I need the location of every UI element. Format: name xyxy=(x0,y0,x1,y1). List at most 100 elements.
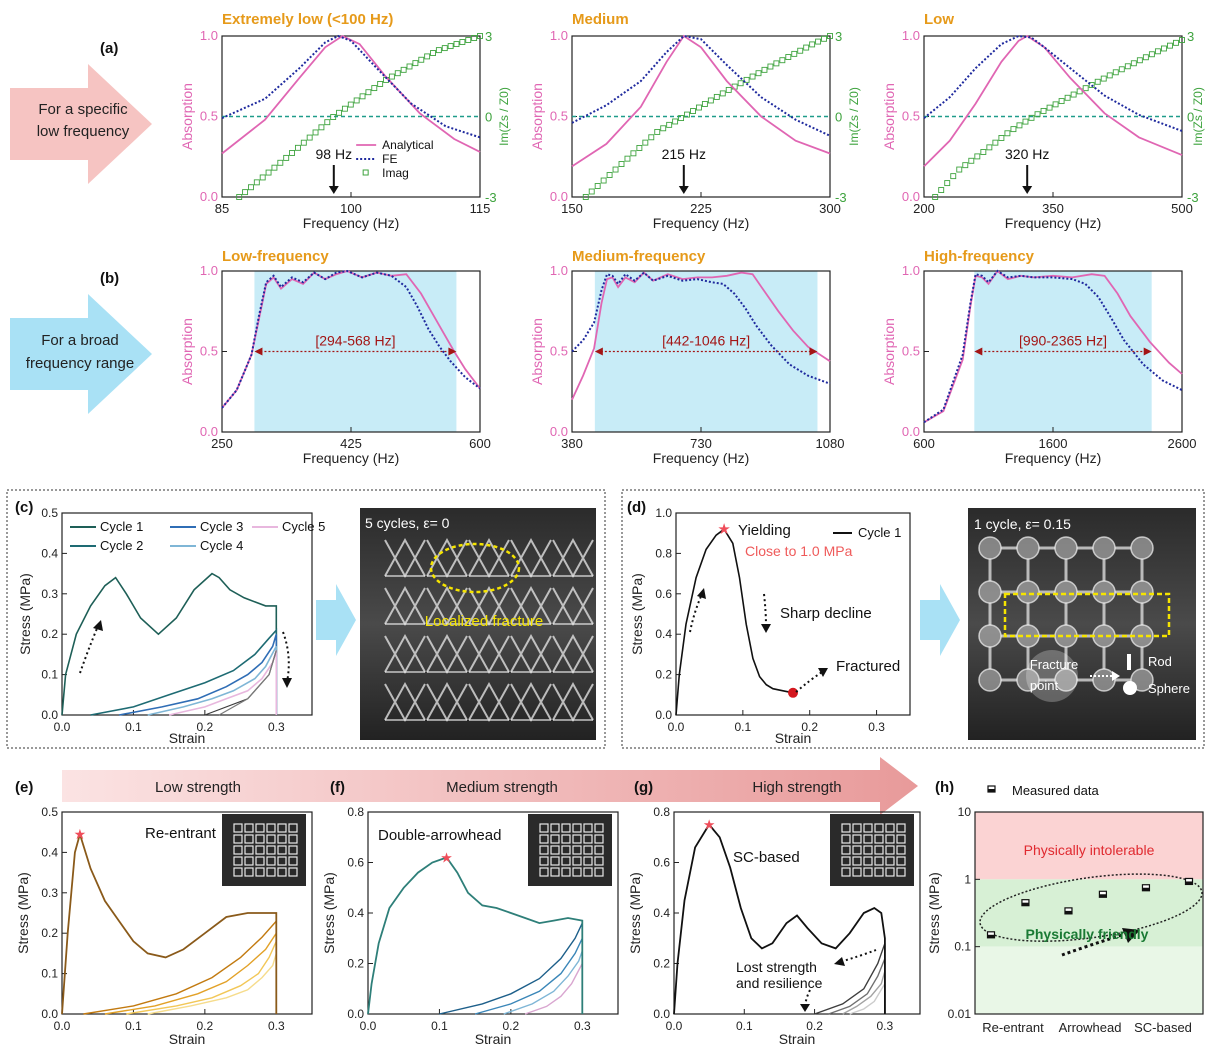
band-label: [294-568 Hz] xyxy=(315,333,395,349)
imag-point xyxy=(1130,60,1137,67)
series-imag xyxy=(236,33,483,200)
x-axis-label: Strain xyxy=(169,1031,206,1044)
plot-frame xyxy=(675,512,911,716)
imag-point xyxy=(306,134,313,141)
chart-c: 0.0 0.1 0.2 0.3 0.0 0.1 0.2 0.3 0.4 0.5 Strain Stre… xyxy=(17,506,325,746)
imag-point xyxy=(821,35,827,42)
annotation-close-to: Close to 1.0 MPa xyxy=(745,543,853,559)
imag-point xyxy=(956,166,963,173)
imag-point xyxy=(701,101,708,107)
imag-point xyxy=(1112,69,1119,76)
y-tick-label: 0.6 xyxy=(347,856,364,870)
x-tick-label: 250 xyxy=(211,436,233,451)
x-axis-label: Frequency (Hz) xyxy=(653,450,749,466)
peak-marker: ★ xyxy=(703,817,716,833)
series-fe xyxy=(221,269,481,409)
imag-point xyxy=(371,85,378,92)
x-tick-label: 0.3 xyxy=(868,720,885,734)
imag-point xyxy=(289,150,296,156)
imag-point xyxy=(660,125,667,132)
y-tick-label: 0.2 xyxy=(41,627,58,641)
imag-point xyxy=(353,97,360,104)
photo-d-fracture-line1: Fracture xyxy=(1030,657,1078,672)
imag-point xyxy=(950,173,957,180)
imag-point xyxy=(998,135,1005,141)
series-extra xyxy=(204,650,277,716)
y-tick-label: 0.5 xyxy=(550,344,568,359)
x-tick-label: 0.0 xyxy=(54,1019,71,1033)
y-axis-label: Absorption xyxy=(529,83,545,150)
region-low xyxy=(975,946,1203,1014)
imag-point xyxy=(324,119,331,126)
y-tick-label: 0.4 xyxy=(347,906,364,920)
annotation-fractured: Fractured xyxy=(836,658,900,675)
y-tick-label: 0.5 xyxy=(550,109,568,124)
x-tick-label: 0.1 xyxy=(736,1019,753,1033)
chart-b2: 380 730 1080 0.0 0.5 1.0 Frequency (Hz) Absorpt… xyxy=(529,263,844,466)
imag-point xyxy=(453,41,460,48)
series-fe xyxy=(221,34,481,139)
imag-point xyxy=(779,57,786,64)
x-axis-label: Frequency (Hz) xyxy=(653,215,749,231)
y2-tick-label: 3 xyxy=(835,29,842,44)
annotation-sharp-decline: Sharp decline xyxy=(780,605,872,622)
imag-point xyxy=(388,73,395,80)
imag-point xyxy=(582,194,589,200)
x-tick-label: 425 xyxy=(340,436,362,451)
x-tick-label: 300 xyxy=(819,201,841,216)
imag-point xyxy=(618,161,625,168)
legend-label: Cycle 4 xyxy=(200,538,243,553)
imag-point xyxy=(277,159,284,166)
imag-point xyxy=(938,187,945,193)
imag-point xyxy=(471,35,478,41)
y-tick-label: 1.0 xyxy=(550,263,568,278)
y-tick-label: 0.5 xyxy=(41,805,58,819)
imag-point xyxy=(1064,94,1071,101)
legend-label: FE xyxy=(382,152,397,166)
y-tick-label: 1.0 xyxy=(655,506,672,520)
imag-point xyxy=(400,66,407,73)
x-tick-label: 0.1 xyxy=(125,1019,142,1033)
band-label: [990-2365 Hz] xyxy=(1019,333,1107,349)
y-tick-label: 0.0 xyxy=(347,1007,364,1021)
series-cycle-3 xyxy=(118,633,278,716)
y-tick-label: 1.0 xyxy=(550,28,568,43)
chart-b3: 600 1600 2600 0.0 0.5 1.0 Frequency (Hz) Absorp… xyxy=(881,263,1196,466)
series-imag xyxy=(932,37,1185,200)
photo-c-caption: 5 cycles, ε= 0 xyxy=(365,515,450,531)
panel-label-d: (d) xyxy=(627,499,646,516)
band-arrowhead-left xyxy=(974,347,983,356)
chart-title: Low-frequency xyxy=(222,248,329,265)
y-tick-label: 0.4 xyxy=(41,546,58,560)
row-a-arrow-shape xyxy=(10,64,152,184)
photo-c: 5 cycles, ε= 0 Localized fracture xyxy=(316,508,596,740)
fracture-rect xyxy=(1003,592,1171,638)
series-extra xyxy=(218,650,277,716)
imag-point xyxy=(755,70,762,77)
series-cycle-4 xyxy=(147,645,278,716)
imag-point xyxy=(695,104,702,111)
imag-point xyxy=(365,89,372,96)
imag-point xyxy=(441,45,448,52)
y-tick-label: 1 xyxy=(964,872,971,886)
imag-point xyxy=(962,162,969,169)
imag-point xyxy=(1022,118,1029,125)
y-tick-label: 0.5 xyxy=(41,506,58,520)
series-loading xyxy=(673,823,886,1015)
imag-point xyxy=(713,93,720,100)
imag-point xyxy=(761,66,768,73)
y-tick-label: 1.0 xyxy=(902,28,920,43)
y-tick-label: 10 xyxy=(958,805,972,819)
series-imag xyxy=(582,33,833,200)
y2-tick-label: 0 xyxy=(1187,110,1194,125)
imag-point xyxy=(1028,114,1035,121)
imag-point xyxy=(435,47,442,54)
x-tick-label: 115 xyxy=(470,201,491,216)
y-axis-label: Stress (MPa) xyxy=(17,573,33,655)
y-tick-label: 0.1 xyxy=(41,668,58,682)
x-tick-label: 350 xyxy=(1042,201,1064,216)
imag-point xyxy=(1106,72,1113,79)
arrow-c-to-photo xyxy=(316,584,356,656)
row-a-arrow-line1: For a specific xyxy=(38,101,128,118)
